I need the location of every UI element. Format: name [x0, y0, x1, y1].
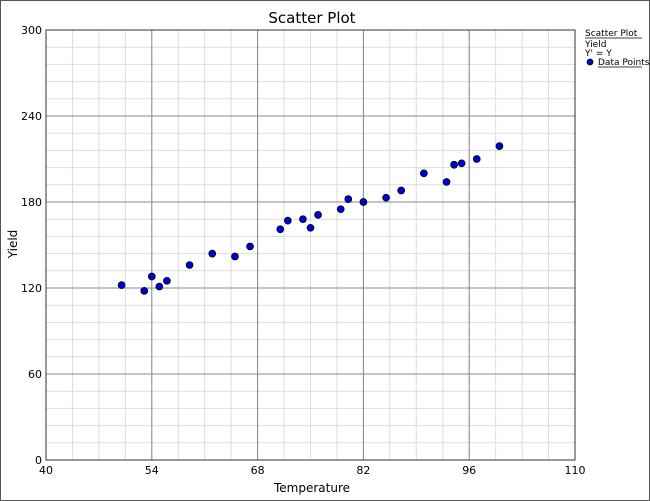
y-tick-label: 120 [21, 282, 42, 295]
data-point [147, 272, 156, 281]
legend-subtitle: Yield [584, 40, 606, 50]
data-point [185, 261, 194, 269]
y-axis-title: Yield [6, 230, 20, 260]
data-point [117, 281, 126, 289]
y-tick-label: 300 [21, 24, 42, 37]
x-tick-label: 82 [356, 464, 370, 477]
data-point [140, 287, 149, 295]
data-point [442, 178, 451, 186]
data-points [117, 142, 504, 295]
chart-title: Scatter Plot [268, 9, 355, 27]
data-point [231, 252, 239, 261]
data-point [163, 276, 171, 285]
data-point [344, 195, 353, 203]
x-axis-title: Temperature [273, 481, 350, 495]
x-tick-labels: 40 54 68 82 96 110 [39, 464, 586, 477]
plot-area [45, 29, 576, 461]
data-point [155, 282, 164, 291]
y-tick-labels: 0 60 120 180 240 300 [21, 24, 42, 467]
data-point [299, 215, 307, 224]
data-point [276, 225, 285, 234]
data-point [382, 193, 390, 202]
data-point [420, 169, 428, 178]
data-point [306, 223, 315, 232]
data-point [336, 205, 345, 214]
data-point [208, 249, 217, 258]
legend-entry-data-points: Data Points [598, 58, 650, 68]
data-point [359, 198, 368, 206]
legend-marker-data-points [586, 58, 594, 66]
y-tick-label: 180 [21, 196, 42, 209]
x-tick-label: 96 [462, 464, 476, 477]
legend: Scatter Plot Yield Y' = Y Data Points [584, 29, 650, 68]
legend-title: Scatter Plot [585, 29, 638, 39]
data-point [457, 159, 466, 168]
x-tick-label: 110 [565, 464, 586, 477]
x-tick-label: 68 [251, 464, 265, 477]
data-point [397, 186, 406, 195]
data-point [450, 160, 458, 169]
x-tick-label: 40 [39, 464, 53, 477]
data-point [472, 155, 481, 163]
data-point [314, 211, 322, 219]
data-point [283, 216, 292, 225]
x-tick-label: 54 [145, 464, 159, 477]
data-point [495, 142, 504, 150]
legend-formula: Y' = Y [584, 49, 612, 59]
y-tick-label: 240 [21, 110, 42, 123]
minor-grid [45, 29, 576, 461]
data-point [246, 242, 254, 251]
y-tick-label: 60 [28, 368, 42, 381]
y-tick-label: 0 [35, 454, 42, 467]
